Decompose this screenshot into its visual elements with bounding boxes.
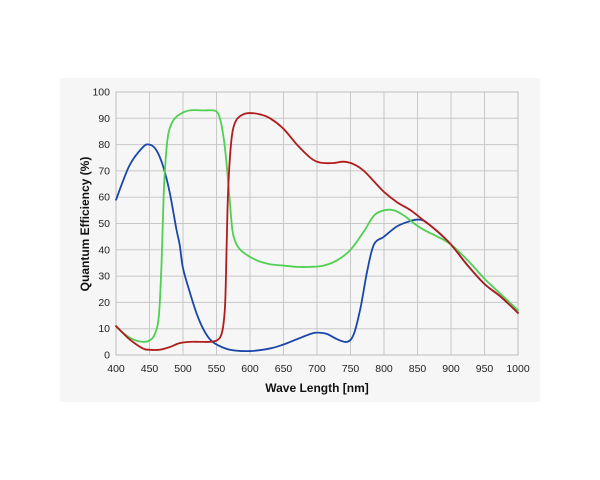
y-tick-label: 20: [98, 297, 110, 309]
y-tick-label: 40: [98, 244, 110, 256]
y-tick-label: 90: [98, 113, 110, 125]
y-tick-label: 50: [98, 218, 110, 230]
y-tick-label: 80: [98, 139, 110, 151]
x-tick-label: 400: [107, 363, 125, 375]
chart-panel: [60, 78, 540, 402]
y-tick-label: 30: [98, 271, 110, 283]
series-line-1: [115, 143, 519, 353]
y-tick-label: 70: [98, 165, 110, 177]
y-axis-label: Quantum Efficiency (%): [78, 157, 92, 292]
x-tick-label: 900: [442, 363, 460, 375]
x-tick-label: 800: [375, 363, 393, 375]
y-tick-label: 0: [104, 350, 110, 362]
y-tick-labels: 0 10 20 30 40 50 60 70 80 90 100: [92, 87, 110, 362]
x-tick-label: 500: [174, 363, 192, 375]
x-tick-label: 550: [208, 363, 226, 375]
x-tick-label: 950: [476, 363, 494, 375]
series-layer: [115, 109, 519, 353]
x-tick-label: 700: [308, 363, 326, 375]
grid-lines: [115, 91, 519, 356]
x-tick-label: 750: [342, 363, 360, 375]
x-axis-label: Wave Length [nm]: [265, 381, 369, 395]
y-tick-label: 10: [98, 323, 110, 335]
series-line-2: [115, 109, 519, 343]
y-tick-label: 60: [98, 192, 110, 204]
plot-frame: [115, 91, 519, 356]
y-tick-label: 100: [92, 87, 110, 99]
series-line-3: [115, 112, 519, 351]
x-tick-labels: 400 450 500 550 600 650 700 750 800 850 900 950 1000: [107, 363, 530, 375]
x-tick-label: 600: [241, 363, 259, 375]
x-tick-label: 450: [141, 363, 159, 375]
x-tick-label: 1000: [506, 363, 530, 375]
x-tick-label: 650: [275, 363, 293, 375]
x-tick-label: 850: [409, 363, 427, 375]
